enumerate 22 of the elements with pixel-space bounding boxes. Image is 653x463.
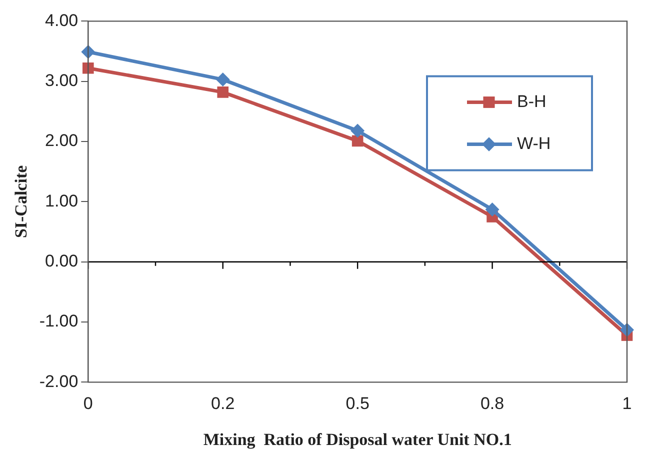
y-axis-title: SI-Calcite (12, 164, 31, 238)
x-tick-label: 0.8 (480, 394, 504, 414)
point (217, 86, 229, 98)
x-tick-label: 1 (622, 394, 632, 414)
point (82, 62, 94, 74)
y-tick-label: 3.00 (45, 71, 78, 90)
y-tick-label: -1.00 (39, 312, 78, 331)
x-tick-label: 0.2 (211, 394, 235, 414)
point (352, 135, 364, 147)
y-tick-label: 4.00 (45, 10, 78, 30)
point (350, 124, 365, 138)
y-tick-label: 1.00 (45, 191, 78, 210)
x-axis-title: Mixing Ratio of Disposal water Unit NO.1 (203, 430, 512, 450)
y-tick-label: 2.00 (45, 131, 78, 150)
legend-label: W-H (517, 134, 551, 153)
point (216, 72, 230, 87)
y-tick-label: 0.00 (45, 252, 78, 271)
legend-label: B-H (517, 92, 546, 111)
x-tick-label: 0.5 (346, 394, 370, 414)
point (485, 202, 500, 217)
y-tick-label: -2.00 (39, 372, 78, 391)
x-tick-label: 0 (83, 394, 93, 414)
